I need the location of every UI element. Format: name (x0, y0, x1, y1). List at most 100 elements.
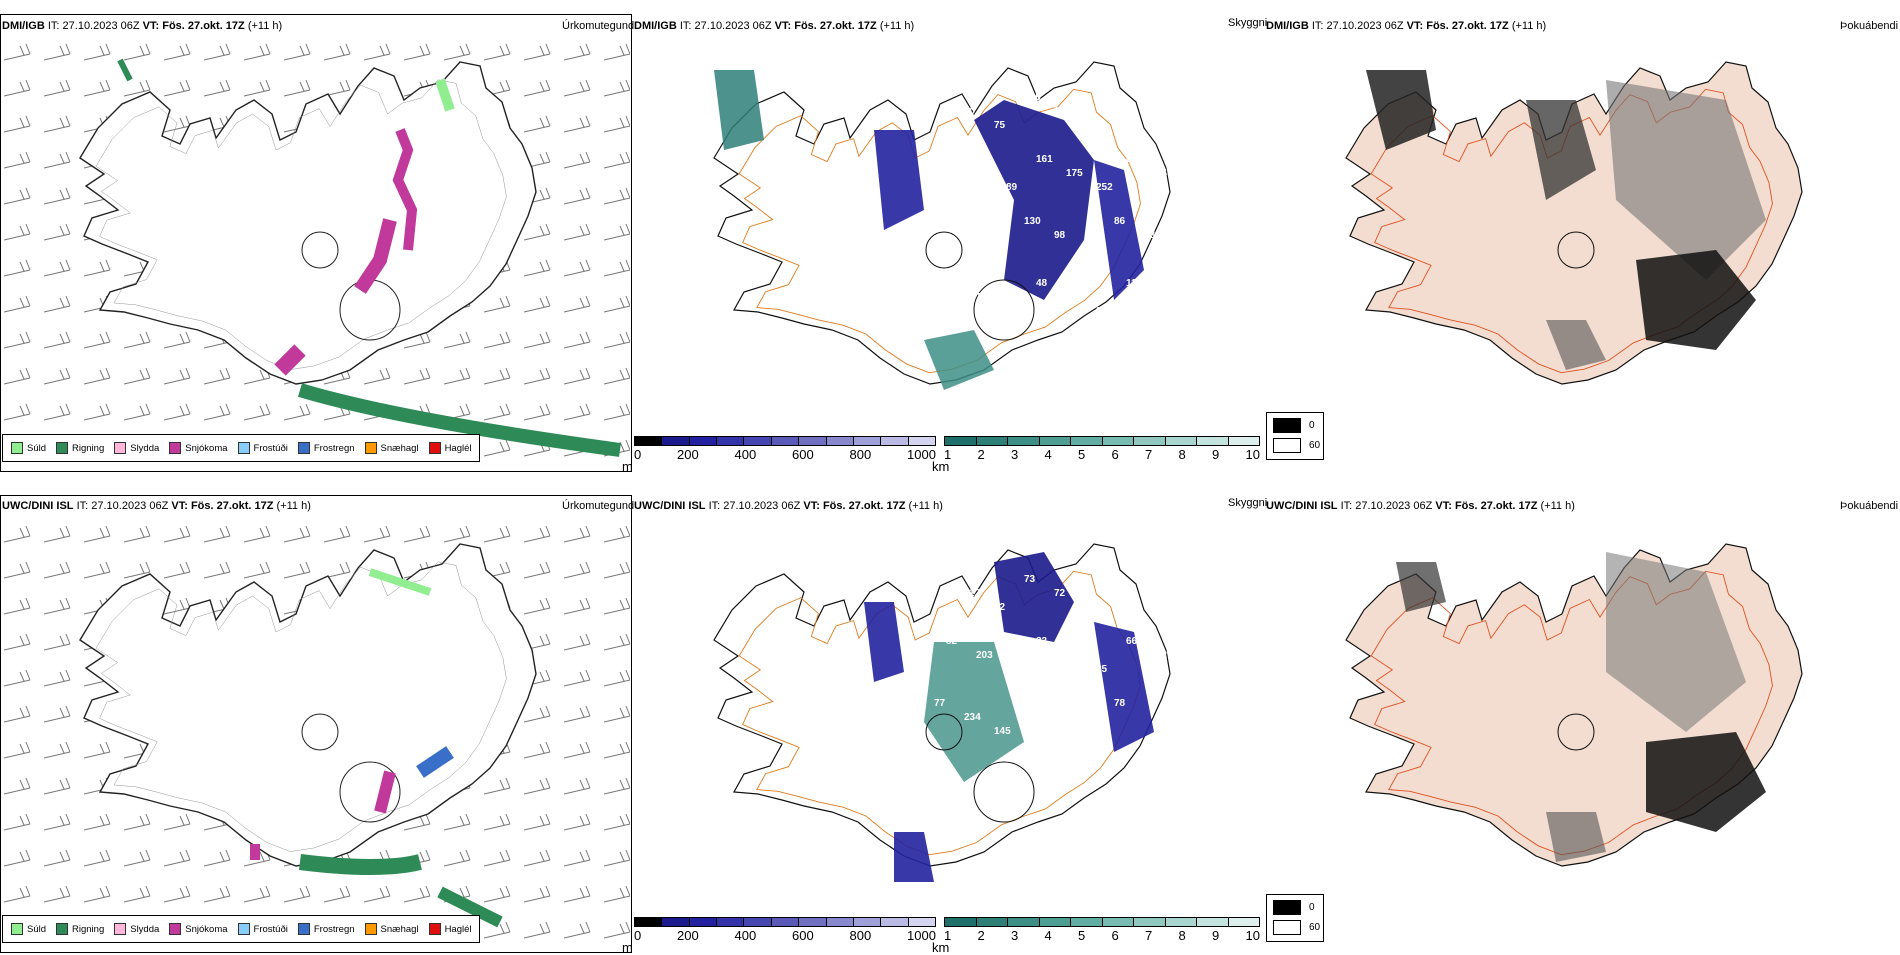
model-name: DMI/IGB (2, 20, 45, 32)
model-name: UWC/DINI ISL (2, 500, 74, 512)
colorbar-segment (689, 437, 718, 445)
legend-label: Frostúði (253, 442, 288, 454)
colorbar-segment (635, 918, 663, 926)
precip-legend-item: Haglél (428, 923, 472, 935)
valid-time: VT: Fös. 27.okt. 17Z (803, 500, 906, 512)
init-time-label: IT: (708, 500, 721, 512)
precip-legend-item: Haglél (428, 442, 472, 454)
precip-variable-title: Úrkomutegund (562, 20, 635, 32)
legend-swatch (297, 442, 310, 454)
ceiling-value-label: 53 (934, 574, 946, 585)
ceiling-value-label: 75 (994, 120, 1006, 131)
colorbar-segment (799, 918, 827, 926)
init-time-value: 27.10.2023 06Z (91, 500, 169, 512)
colorbar-segment (1228, 918, 1259, 926)
precip-legend-item: Snæhagl (364, 923, 419, 935)
init-time-label: IT: (1340, 500, 1353, 512)
legend-label: Súld (27, 923, 47, 935)
fog-map-row2 (1345, 543, 1803, 867)
legend-swatch (237, 923, 250, 935)
colorbar-segment (771, 918, 800, 926)
scale-tick-label: 1000 (907, 447, 936, 462)
legend-swatch (237, 442, 250, 454)
visibility-variable-title: Skyggni (1228, 17, 1268, 29)
ceiling-value-label: 99 (1156, 292, 1168, 303)
ceiling-value-label: 98 (1054, 230, 1066, 241)
ceiling-value-label: 138 (934, 216, 951, 227)
ceiling-value-label: 143 (976, 292, 993, 303)
colorbar-segment (662, 437, 690, 445)
precip-legend-item: Rigning (56, 442, 104, 454)
colorbar-segment (908, 437, 935, 445)
legend-swatch (11, 923, 23, 935)
ceiling-value-label: 87 (1096, 306, 1108, 317)
ceiling-value-label: 158 (1144, 588, 1161, 599)
visibility-scale-row1: km 1 2 3 4 5 6 7 8 9 10 (932, 436, 1260, 474)
ceiling-value-label: 130 (1024, 216, 1041, 227)
legend-label: Snjókoma (185, 923, 228, 935)
colorbar-segment (744, 918, 772, 926)
ceiling-value-label: 161 (1036, 154, 1053, 165)
colorbar-segment (744, 437, 772, 445)
ceiling-value-label: 92 (1054, 106, 1066, 117)
visibility-map-row2 (713, 543, 1171, 882)
colorbar-segment (1008, 437, 1040, 445)
scale-tick-label: 1 (944, 447, 952, 462)
init-time-label: IT: (76, 500, 89, 512)
ceiling-value-label: 77 (934, 698, 946, 709)
ceiling-value-label: 175 (1066, 168, 1083, 179)
ceiling-ticks: m 0 200 400 600 800 1000 (622, 447, 936, 474)
colorbar-segment (1071, 437, 1103, 445)
ceiling-colorbar (634, 917, 936, 927)
colorbar-segment (1165, 918, 1197, 926)
scale-tick-label: 200 (677, 447, 699, 462)
ceiling-value-label: 66 (994, 244, 1006, 255)
legend-label: Rigning (72, 923, 105, 935)
colorbar-segment (976, 918, 1008, 926)
ceiling-value-label: 203 (976, 650, 993, 661)
scale-tick-label: 9 (1212, 928, 1220, 943)
ceiling-value-label: 115 (1126, 278, 1143, 289)
precip-legend-item: Rigning (56, 923, 104, 935)
model-name: DMI/IGB (634, 20, 677, 32)
fog-legend-row2: 0 60 (1266, 894, 1324, 942)
ceiling-value-label: 90 (976, 168, 988, 179)
scale-tick-label: 3 (1011, 447, 1019, 462)
scale-tick-label: 4 (1044, 447, 1052, 462)
legend-label: Snæhagl (380, 442, 419, 454)
init-time-label: IT: (679, 20, 692, 32)
scale-tick-label: 5 (1078, 928, 1086, 943)
panel-header: DMI/IGB IT: 27.10.2023 06Z VT: Fös. 27.o… (2, 20, 282, 32)
colorbar-segment (717, 918, 745, 926)
colorbar-segment (853, 918, 882, 926)
precip-variable-title: Úrkomutegund (562, 500, 635, 512)
ceiling-value-label: 73 (1024, 574, 1036, 585)
valid-time: VT: Fös. 27.okt. 17Z (1435, 500, 1538, 512)
scale-tick-label: 7 (1145, 447, 1153, 462)
lead-time: (+11 h) (247, 20, 283, 32)
legend-label: Slydda (130, 923, 160, 935)
ceiling-value-label: 99 (1084, 120, 1096, 131)
scale-tick-label: 400 (734, 928, 757, 943)
scale-tick-label: 10 (1245, 928, 1260, 943)
colorbar-segment (1071, 918, 1103, 926)
precip-type-panel-row2 (0, 495, 632, 953)
precip-legend-item: Súld (11, 923, 46, 935)
colorbar-segment (1197, 437, 1229, 445)
ceiling-value-label: 106 (1024, 92, 1041, 103)
ceiling-value-label: 89 (1114, 92, 1126, 103)
fog-legend-swatch (1273, 920, 1301, 935)
scale-tick-label: 10 (1245, 447, 1260, 462)
ceiling-value-label: 83 (1126, 154, 1138, 165)
model-name: UWC/DINI ISL (1266, 500, 1338, 512)
colorbar-segment (635, 437, 663, 445)
fog-legend-item: 60 (1273, 920, 1320, 935)
precip-type-panel-row1 (0, 14, 632, 472)
precip-legend-item: Snæhagl (364, 442, 419, 454)
ceiling-value-label: 234 (964, 712, 981, 723)
colorbar-segment (945, 437, 977, 445)
scale-tick-label: 800 (849, 447, 872, 462)
ceiling-value-label: 57 (1084, 602, 1096, 613)
lead-time: (+11 h) (908, 500, 943, 512)
colorbar-segment (1039, 918, 1071, 926)
